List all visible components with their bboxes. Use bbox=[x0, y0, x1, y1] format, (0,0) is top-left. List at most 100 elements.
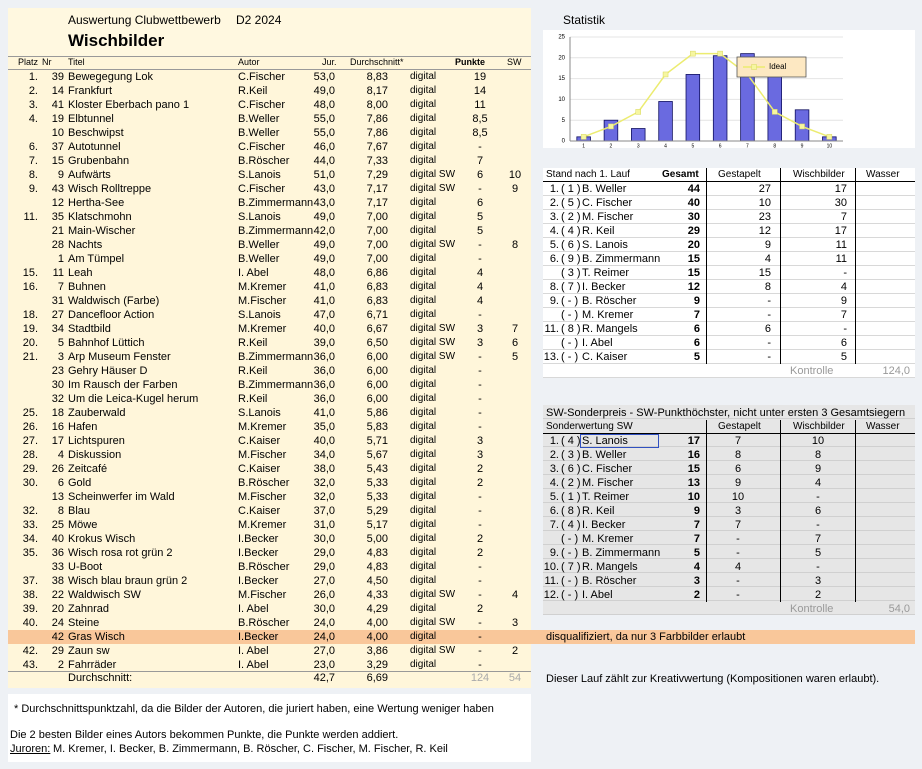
cell: I. Becker bbox=[582, 281, 626, 293]
cell: 7. bbox=[549, 519, 559, 531]
cell: 7 bbox=[693, 519, 700, 531]
cell: 49,0 bbox=[313, 211, 335, 223]
bar bbox=[631, 128, 646, 142]
cell: 27,0 bbox=[313, 575, 335, 587]
cell: Buhnen bbox=[68, 281, 106, 293]
cell: 30. bbox=[22, 477, 38, 489]
cell: 1. bbox=[28, 71, 38, 83]
cell: 6 bbox=[57, 477, 64, 489]
cell: 43 bbox=[51, 183, 64, 195]
cell: 10 bbox=[758, 197, 771, 209]
cell: - bbox=[816, 561, 820, 573]
cell: Kloster Eberbach pano 1 bbox=[68, 99, 190, 111]
cell: 24,0 bbox=[313, 617, 335, 629]
cell: 6,00 bbox=[366, 365, 388, 377]
cell: 7 bbox=[814, 533, 822, 545]
cell: digital bbox=[410, 85, 437, 96]
cell: 7,00 bbox=[366, 211, 388, 223]
cell: R.Keil bbox=[238, 365, 268, 377]
cell: 41,0 bbox=[313, 281, 335, 293]
cell: 7,00 bbox=[366, 225, 388, 237]
cell: 4,33 bbox=[366, 589, 388, 601]
cell: 4,00 bbox=[366, 631, 388, 643]
cell: ( - ) bbox=[561, 589, 579, 601]
cell: 8 bbox=[814, 449, 822, 461]
cell: 27 bbox=[758, 183, 771, 195]
cell: - bbox=[767, 295, 771, 307]
cell: - bbox=[478, 253, 482, 265]
cell: 12 bbox=[51, 197, 64, 209]
cell: 44 bbox=[687, 183, 700, 195]
cell: 24,0 bbox=[313, 631, 335, 643]
cell: 2 bbox=[476, 603, 484, 615]
cell: I.Becker bbox=[238, 533, 279, 545]
cell: ( 8 ) bbox=[561, 323, 581, 335]
cell: 36,0 bbox=[313, 351, 335, 363]
cell: 9 bbox=[764, 239, 771, 251]
cell: 6. bbox=[549, 253, 559, 265]
cell: Waldwisch (Farbe) bbox=[68, 295, 160, 307]
column-line bbox=[855, 168, 856, 364]
x-tick-label: 3 bbox=[637, 143, 640, 148]
y-tick-label: 5 bbox=[562, 118, 566, 124]
cell: 4. bbox=[549, 477, 559, 489]
cell: 19 bbox=[51, 113, 64, 125]
cell: 8,17 bbox=[366, 85, 388, 97]
cell: 53,0 bbox=[313, 71, 335, 83]
cell: 4 bbox=[840, 281, 847, 293]
cell: 7 bbox=[693, 533, 700, 545]
cell: digital bbox=[410, 505, 437, 516]
standings-header bbox=[543, 168, 915, 182]
cell: - bbox=[478, 589, 482, 601]
cell: 7 bbox=[840, 211, 847, 223]
cell: Blau bbox=[68, 505, 91, 517]
cell: B. Zimmermann bbox=[582, 253, 661, 265]
cell: M.Fischer bbox=[238, 449, 287, 461]
cell: - bbox=[478, 505, 482, 517]
cell: - bbox=[478, 393, 482, 405]
cell: 6. bbox=[549, 505, 559, 517]
sw-area bbox=[543, 405, 915, 615]
cell: - bbox=[478, 421, 482, 433]
cell: 8. bbox=[28, 169, 38, 181]
jurors: M. Kremer, I. Becker, B. Zimmermann, B. … bbox=[53, 743, 448, 755]
cell: 6 bbox=[840, 337, 847, 349]
cell: 6,69 bbox=[366, 672, 388, 684]
cell: digital bbox=[410, 365, 437, 376]
x-tick-label: 4 bbox=[664, 143, 667, 148]
chart: 0 5 10 15 20 25 1 2 3 4 5 6 7 8 9 10 Ideal bbox=[543, 30, 915, 148]
cell: 26 bbox=[51, 463, 64, 475]
cell: C. Kaiser bbox=[582, 351, 628, 363]
marker bbox=[690, 50, 696, 57]
cell: 2 bbox=[476, 463, 484, 475]
cell: 6,83 bbox=[366, 281, 388, 293]
cell: 35,0 bbox=[313, 421, 335, 433]
cell: - bbox=[736, 533, 740, 545]
cell: B.Röscher bbox=[238, 155, 290, 167]
cell: digital bbox=[410, 141, 437, 152]
cell: Dancefloor Action bbox=[68, 309, 155, 321]
cell: 3,86 bbox=[366, 645, 388, 657]
cell: - bbox=[478, 561, 482, 573]
cell: 43,0 bbox=[313, 183, 335, 195]
cell: digital bbox=[410, 631, 437, 642]
cell: 25. bbox=[22, 407, 38, 419]
cell: 15 bbox=[687, 253, 700, 265]
cell: 42. bbox=[22, 645, 38, 657]
cell: B.Weller bbox=[238, 253, 280, 265]
cell: 20. bbox=[22, 337, 38, 349]
cell: - bbox=[478, 631, 482, 643]
cell: 124,0 bbox=[882, 365, 910, 377]
cell: B.Zimmermann bbox=[238, 351, 314, 363]
cell: Gehry Häuser D bbox=[68, 365, 148, 377]
cell: R.Keil bbox=[238, 337, 268, 349]
cell: Bahnhof Lüttich bbox=[68, 337, 145, 349]
cell: 49,0 bbox=[313, 85, 335, 97]
cell: 42,0 bbox=[313, 225, 335, 237]
cell: 41,0 bbox=[313, 407, 335, 419]
cell: 14 bbox=[473, 85, 487, 97]
cell: 3. bbox=[28, 99, 38, 111]
cell: M.Kremer bbox=[238, 421, 287, 433]
cell: digital bbox=[410, 575, 437, 586]
